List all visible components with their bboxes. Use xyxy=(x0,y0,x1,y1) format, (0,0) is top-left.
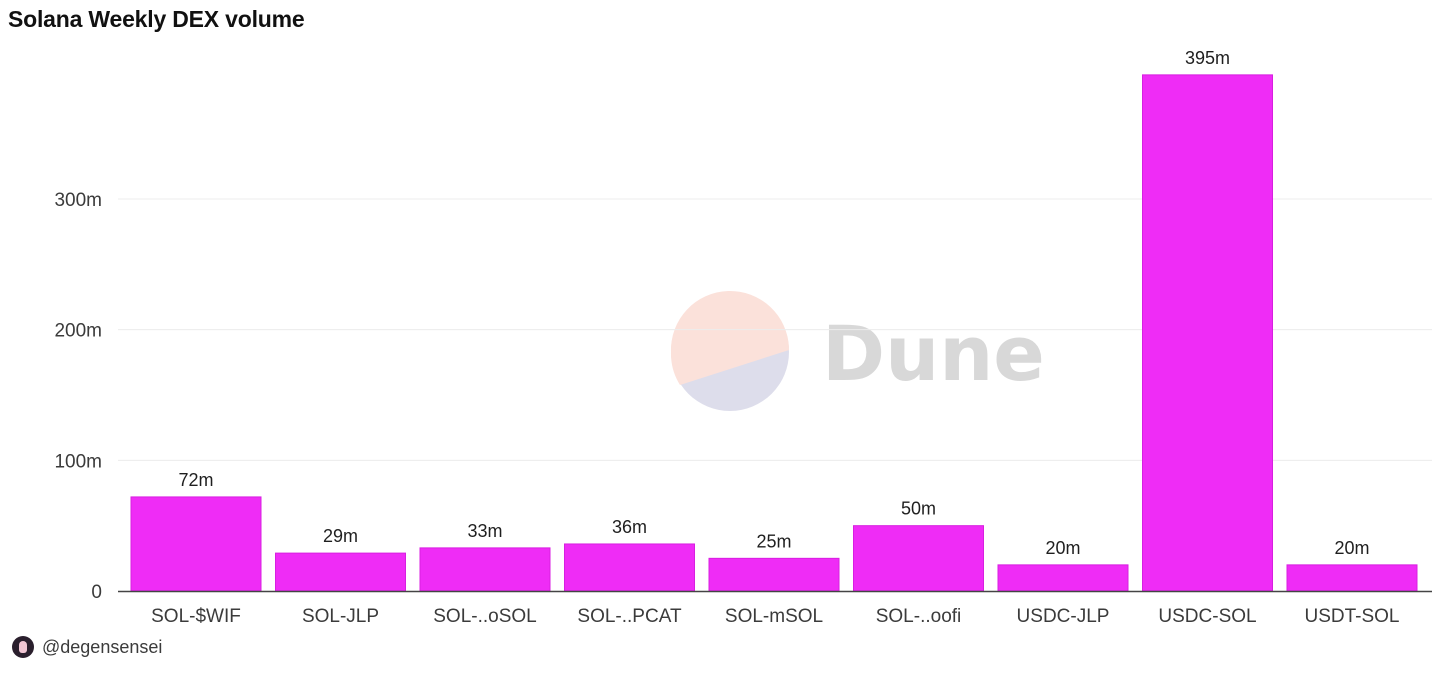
bar xyxy=(419,547,551,592)
watermark: Dune xyxy=(670,290,1045,411)
data-label: 29m xyxy=(323,526,358,546)
x-tick-label: SOL-$WIF xyxy=(151,606,241,627)
bar xyxy=(1142,74,1273,592)
x-tick-label: SOL-..oofi xyxy=(876,606,962,627)
bar xyxy=(1286,564,1418,592)
data-label: 25m xyxy=(756,531,791,551)
bars xyxy=(130,74,1418,592)
dune-logo-icon xyxy=(670,290,789,411)
data-label: 72m xyxy=(178,470,213,490)
bar xyxy=(708,557,840,592)
x-axis: SOL-$WIF SOL-JLP SOL-..oSOL SOL-..PCAT SOL-m… xyxy=(151,606,1399,627)
chart-title: Solana Weekly DEX volume xyxy=(8,6,305,32)
data-label: 33m xyxy=(467,521,502,541)
y-tick-label: 200m xyxy=(54,321,102,342)
author-handle: @degensensei xyxy=(42,636,163,657)
data-label: 50m xyxy=(901,499,936,519)
x-tick-label: SOL-mSOL xyxy=(725,606,823,627)
bar xyxy=(564,543,695,592)
data-label: 395m xyxy=(1185,48,1230,68)
x-tick-label: SOL-..PCAT xyxy=(577,606,682,627)
data-label: 20m xyxy=(1334,538,1369,558)
avatar-icon xyxy=(12,636,34,658)
x-tick-label: USDT-SOL xyxy=(1304,606,1399,627)
bar xyxy=(275,552,406,592)
x-tick-label: SOL-..oSOL xyxy=(433,606,537,627)
x-tick-label: USDC-SOL xyxy=(1158,606,1256,627)
data-label: 20m xyxy=(1045,538,1080,558)
bar xyxy=(130,496,262,592)
x-tick-label: USDC-JLP xyxy=(1017,606,1110,627)
x-tick-label: SOL-JLP xyxy=(302,606,379,627)
watermark-text: Dune xyxy=(822,309,1045,398)
data-label: 36m xyxy=(612,517,647,537)
bar xyxy=(853,525,984,592)
footer: @degensensei xyxy=(12,636,162,658)
y-tick-label: 0 xyxy=(91,582,102,603)
bar xyxy=(997,564,1129,592)
y-axis: 0 100m 200m 300m xyxy=(54,190,102,603)
y-tick-label: 300m xyxy=(54,190,102,211)
y-tick-label: 100m xyxy=(54,451,102,472)
data-labels: 72m 29m 33m 36m 25m 50m 20m 395m 20m xyxy=(178,48,1369,558)
